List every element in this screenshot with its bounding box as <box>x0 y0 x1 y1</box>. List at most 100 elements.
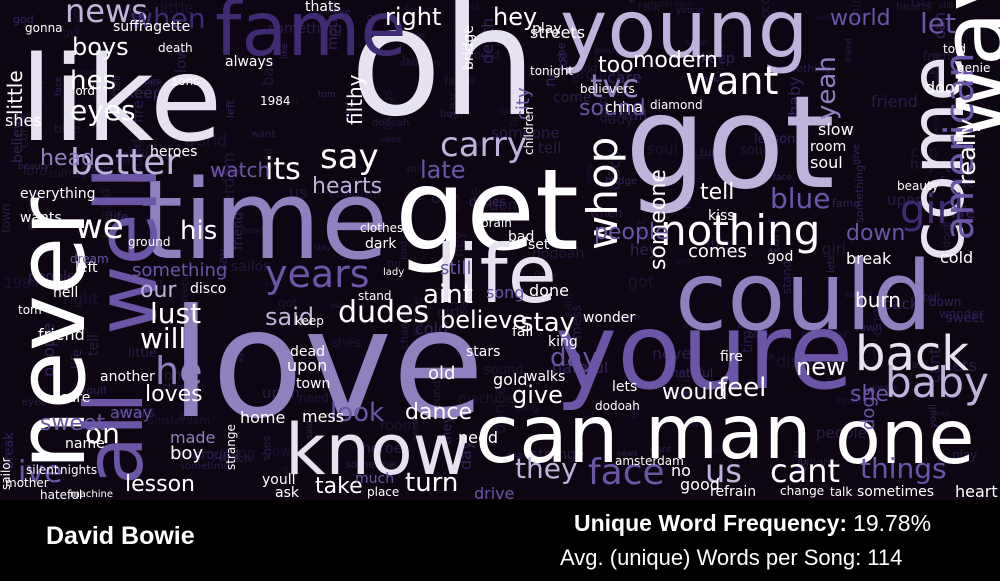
background-filler-word: feel <box>140 278 163 292</box>
word-say: say <box>320 137 379 177</box>
word-lord: lord <box>72 84 96 98</box>
word-dudes: dudes <box>338 295 430 330</box>
background-filler-word: need <box>381 135 401 144</box>
background-filler-word: dudes <box>214 167 242 177</box>
word-suffragette: suffragette <box>113 19 191 35</box>
word-heroes: heroes <box>150 144 198 160</box>
word-talk: talk <box>830 485 853 499</box>
word-hell: hell <box>53 285 79 301</box>
word-youre: youre <box>555 291 854 413</box>
word-place: place <box>367 485 400 499</box>
word-lets: lets <box>612 379 638 395</box>
background-filler-word: dogs <box>401 4 433 19</box>
word-years: years <box>265 252 370 296</box>
word-ive: ive <box>18 455 63 490</box>
background-filler-word: fall <box>623 105 648 124</box>
background-filler-word: need <box>299 391 329 405</box>
background-filler-word: blue <box>748 331 768 341</box>
word-dogs: dogs <box>858 386 879 430</box>
word-fire: fire <box>720 349 743 365</box>
word-good: good <box>680 475 720 494</box>
background-filler-word: life <box>951 203 976 222</box>
word-kiss: kiss <box>708 208 735 224</box>
background-filler-word: hateful <box>671 366 714 380</box>
word-heart: heart <box>955 482 998 500</box>
word-we: we <box>75 207 124 247</box>
word-1984: 1984 <box>260 94 291 108</box>
word-someone: someone <box>646 169 671 270</box>
word-china: china <box>605 100 643 116</box>
background-filler-word: upon <box>887 191 925 209</box>
word-blue: blue <box>770 182 831 215</box>
background-filler-word: blue <box>54 122 80 136</box>
background-filler-word: face <box>773 173 793 183</box>
word-tvc: tvc <box>590 67 640 105</box>
avg-words-per-song: Avg. (unique) Words per Song: 114 <box>560 545 902 571</box>
background-filler-word: filthy <box>534 271 557 281</box>
word-its: its <box>265 152 301 187</box>
word-everything: everything <box>20 186 96 202</box>
word-refrain: refrain <box>710 484 757 500</box>
background-filler-word: shes <box>331 336 361 351</box>
background-filler-word: tom <box>318 90 336 100</box>
word-burn: burn <box>855 288 901 312</box>
word-girl: girl <box>900 187 965 233</box>
background-filler-word: no <box>387 257 401 270</box>
word-cant: cant <box>770 452 841 490</box>
unique-word-frequency-value: 19.78% <box>853 510 932 536</box>
word-drive: drive <box>474 484 515 501</box>
word-too: too <box>598 53 634 78</box>
background-filler-word: sweet <box>946 311 985 326</box>
background-filler-word: can <box>911 143 938 161</box>
background-filler-word: eyes <box>78 68 100 78</box>
background-filler-word: 1984 <box>4 276 40 292</box>
background-filler-word: eyes <box>22 397 46 408</box>
word-done: done <box>529 281 569 300</box>
word-something: something <box>132 260 228 281</box>
word-room: room <box>810 139 847 155</box>
word-ground: ground <box>128 235 171 249</box>
background-filler-word: hearts <box>243 226 269 235</box>
artist-name: David Bowie <box>46 522 195 550</box>
background-filler-word: shes <box>341 249 371 264</box>
word-got: got <box>625 69 835 218</box>
word-new: new <box>796 353 846 381</box>
word-people: people <box>594 220 669 245</box>
background-filler-word: youll <box>80 384 107 397</box>
background-filler-word: bridge <box>605 176 638 187</box>
background-filler-word: beauty <box>18 162 50 172</box>
background-filler-word: tvc <box>582 315 596 325</box>
background-filler-word: someone <box>491 124 560 142</box>
word-amsterdam: amsterdam <box>615 454 684 468</box>
background-filler-word: girl <box>437 305 460 321</box>
word-diamond: diamond <box>650 98 703 112</box>
background-filler-word: american <box>594 46 632 55</box>
word-lust: lust <box>150 297 202 330</box>
word-life: life <box>435 228 557 321</box>
background-filler-word: fame <box>793 355 824 369</box>
background-filler-word: little <box>128 346 158 361</box>
word-cloud: little cold back lust tell filthy fame song hero… <box>0 0 1000 500</box>
background-filler-word: song <box>515 403 540 414</box>
background-filler-word: burn <box>440 109 463 120</box>
background-filler-word: us <box>289 183 308 202</box>
word-machine: machine <box>70 489 113 500</box>
word-gonna: gonna <box>25 21 63 35</box>
word-dream: dream <box>70 252 109 266</box>
background-filler-word: left <box>801 357 824 373</box>
word-time: time <box>140 156 389 284</box>
background-filler-word: dream <box>163 381 205 396</box>
word-lady: lady <box>383 267 405 278</box>
word-told: told <box>943 42 966 56</box>
background-filler-word: everything <box>180 446 256 462</box>
word-dodoah: dodoah <box>595 399 640 413</box>
background-filler-word: town <box>855 321 883 334</box>
background-filler-word: friend <box>844 38 853 62</box>
background-filler-word: fame <box>832 197 861 210</box>
background-filler-word: baby <box>12 116 35 126</box>
word-bad: bad <box>508 229 535 245</box>
word-yeah: yeah <box>812 56 842 120</box>
background-filler-word: boys <box>814 359 845 374</box>
word-tom: tom <box>18 303 42 317</box>
word-look: look <box>330 398 385 428</box>
